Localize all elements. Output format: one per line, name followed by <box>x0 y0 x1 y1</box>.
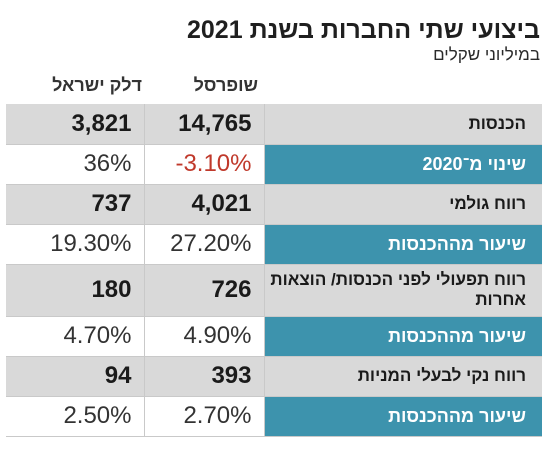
table-row: 3,821 14,765 הכנסות <box>6 104 542 145</box>
cell-delek-value: 2.50% <box>6 396 144 437</box>
table-row: 2.50% 2.70% שיעור מההכנסות <box>6 396 542 437</box>
cell-shufersal-value: 726 <box>143 264 265 317</box>
chart-title: ביצועי שתי החברות בשנת 2021 <box>187 16 540 44</box>
column-header-shufersal: שופרסל <box>193 75 258 95</box>
table-row: 180 726 רווח תפעולי לפני הכנסות/ הוצאות אח… <box>6 264 542 317</box>
financial-table: 3,821 14,765 הכנסות 36% -3.10% שינוי מ־2020 73… <box>6 104 542 437</box>
row-label: רווח גולמי <box>264 184 542 225</box>
column-header-delek: דלק ישראל <box>52 75 142 95</box>
cell-delek-value: 36% <box>6 144 144 185</box>
table-row: 4.70% 4.90% שיעור מההכנסות <box>6 316 542 357</box>
cell-shufersal-value: 2.70% <box>143 396 265 437</box>
cell-delek-value: 94 <box>6 356 144 397</box>
table-row: 737 4,021 רווח גולמי <box>6 184 542 225</box>
cell-delek-value: 737 <box>6 184 144 225</box>
chart-subtitle: במיליוני שקלים <box>433 45 540 64</box>
row-label: שיעור מההכנסות <box>264 316 542 357</box>
row-label: רווח נקי לבעלי המניות <box>264 356 542 397</box>
cell-shufersal-value: 14,765 <box>143 104 265 145</box>
table-row: 36% -3.10% שינוי מ־2020 <box>6 144 542 185</box>
cell-delek-value: 4.70% <box>6 316 144 357</box>
table-row: 19.30% 27.20% שיעור מההכנסות <box>6 224 542 265</box>
cell-delek-value: 19.30% <box>6 224 144 265</box>
row-label: שינוי מ־2020 <box>264 144 542 185</box>
row-label: רווח תפעולי לפני הכנסות/ הוצאות אחרות <box>264 264 542 317</box>
cell-shufersal-value: 4.90% <box>143 316 265 357</box>
row-label: שיעור מההכנסות <box>264 396 542 437</box>
cell-shufersal-value: -3.10% <box>143 144 265 185</box>
cell-shufersal-value: 27.20% <box>143 224 265 265</box>
cell-shufersal-value: 4,021 <box>143 184 265 225</box>
row-label: הכנסות <box>264 104 542 145</box>
table-row: 94 393 רווח נקי לבעלי המניות <box>6 356 542 397</box>
row-label: שיעור מההכנסות <box>264 224 542 265</box>
cell-delek-value: 3,821 <box>6 104 144 145</box>
cell-shufersal-value: 393 <box>143 356 265 397</box>
cell-delek-value: 180 <box>6 264 144 317</box>
